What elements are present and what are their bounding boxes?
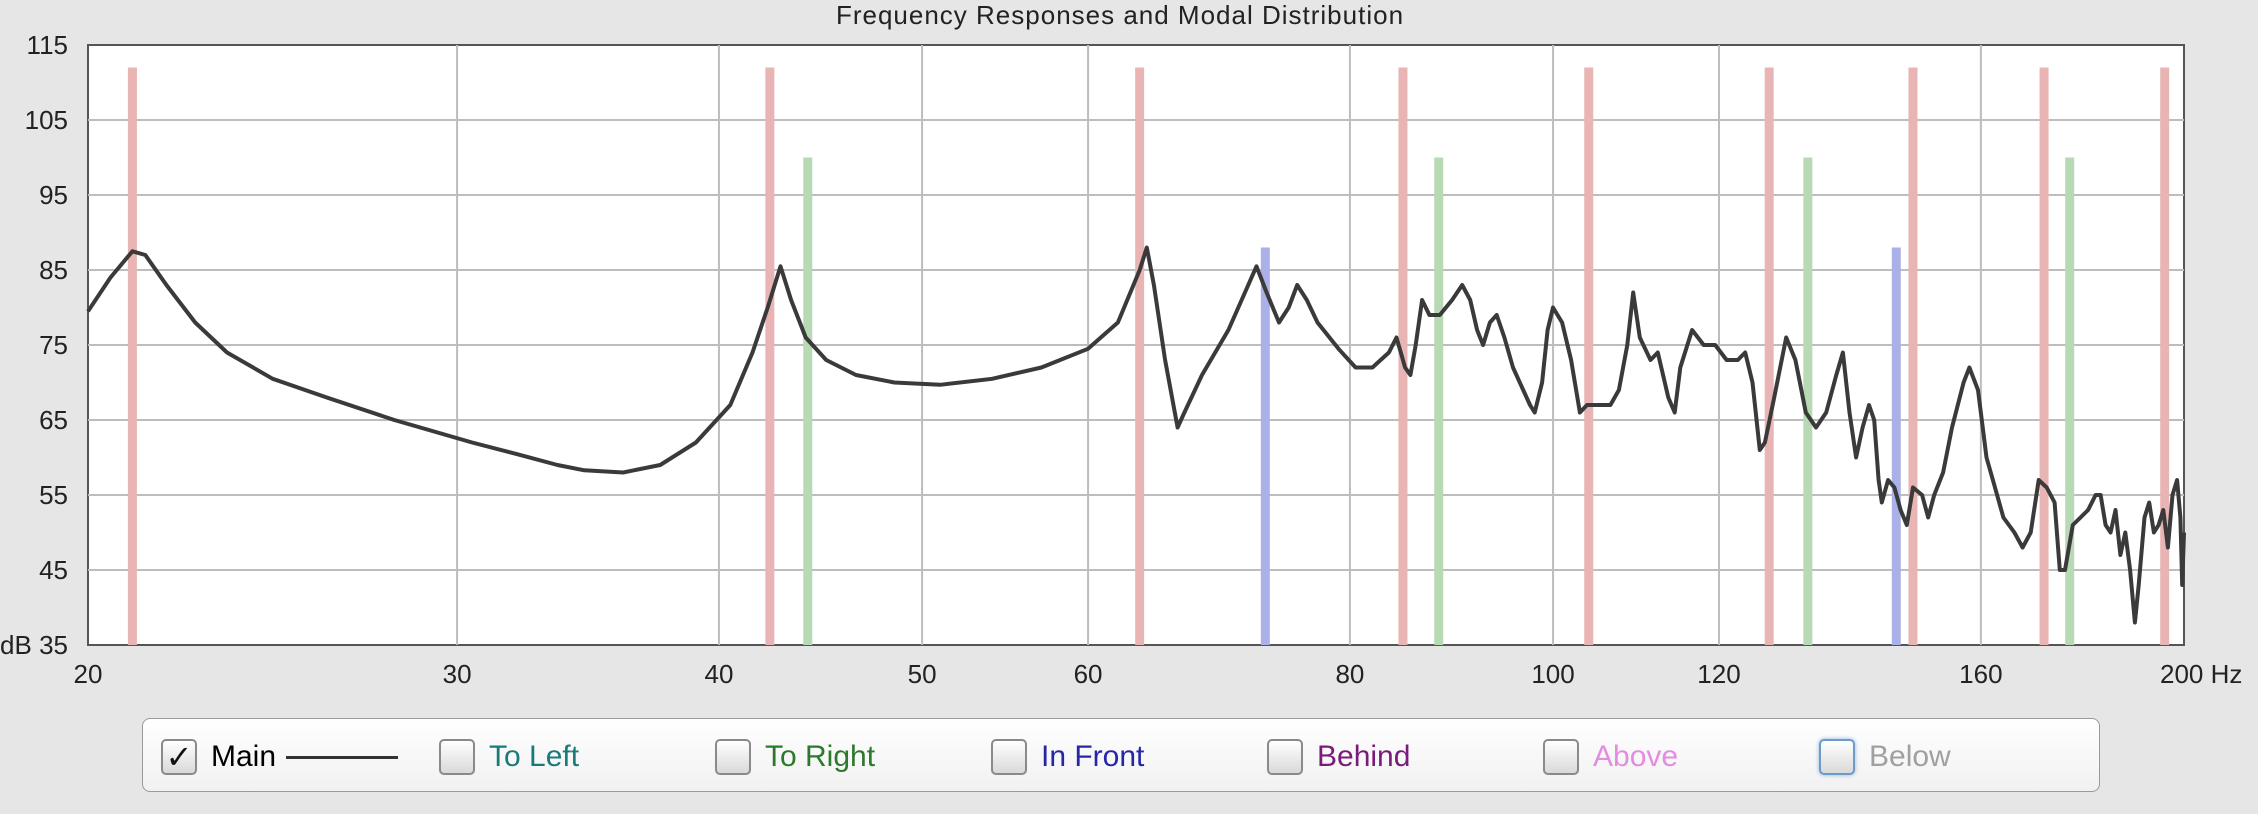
y-tick-label: 105 xyxy=(25,105,68,135)
main-response-line xyxy=(86,245,2186,625)
to-right-checkbox[interactable] xyxy=(715,739,751,775)
legend-label-below: Below xyxy=(1869,740,1951,773)
legend-item-to-left[interactable]: To Left xyxy=(439,737,579,777)
y-axis-ticks: dB 35 45 55 65 75 85 95 105 115 xyxy=(0,30,68,660)
mode-bar-green xyxy=(803,157,813,645)
x-tick-label: 20 xyxy=(74,659,103,689)
legend-item-behind[interactable]: Behind xyxy=(1267,737,1410,777)
legend-label-main: Main xyxy=(211,740,277,773)
y-tick-label: 65 xyxy=(39,405,68,435)
frequency-response-chart: Frequency Responses and Modal Distributi… xyxy=(0,0,2243,689)
below-checkbox[interactable] xyxy=(1819,739,1855,775)
mode-bar-green xyxy=(1434,157,1444,645)
mode-bar-red xyxy=(2160,67,2170,645)
legend-item-below[interactable]: Below xyxy=(1819,737,1951,777)
legend-item-in-front[interactable]: In Front xyxy=(991,737,1144,777)
main-line-swatch xyxy=(286,755,399,759)
check-mark-icon: ✓ xyxy=(165,739,193,775)
y-tick-label: 115 xyxy=(27,30,68,60)
mode-bar-red xyxy=(1584,67,1594,645)
mode-bar-red xyxy=(1135,67,1145,645)
y-tick-label: 55 xyxy=(39,480,68,510)
legend-item-to-right[interactable]: To Right xyxy=(715,737,875,777)
x-tick-label: 160 xyxy=(1959,659,2002,689)
y-tick-label: dB 35 xyxy=(0,630,68,660)
legend-label-above: Above xyxy=(1593,740,1679,773)
chart-title: Frequency Responses and Modal Distributi… xyxy=(836,0,1404,30)
mode-bar-red xyxy=(127,67,137,645)
main-checkbox[interactable]: ✓ xyxy=(161,739,197,775)
legend-label-to-left: To Left xyxy=(489,740,580,773)
legend-label-in-front: In Front xyxy=(1041,740,1145,773)
legend-box: ✓ Main To Left To Right In Front Behind … xyxy=(142,718,2100,792)
x-tick-label: 100 xyxy=(1531,659,1574,689)
y-tick-label: 75 xyxy=(39,330,68,360)
legend-label-behind: Behind xyxy=(1317,740,1411,773)
x-tick-label: 80 xyxy=(1335,659,1364,689)
y-tick-label: 45 xyxy=(39,555,68,585)
behind-checkbox[interactable] xyxy=(1267,739,1303,775)
mode-bar-red xyxy=(2039,67,2049,645)
x-tick-label: 50 xyxy=(908,659,937,689)
mode-bar-red xyxy=(765,67,775,645)
above-checkbox[interactable] xyxy=(1543,739,1579,775)
legend-item-above[interactable]: Above xyxy=(1543,737,1678,777)
mode-bar-blue xyxy=(1260,247,1270,645)
to-left-checkbox[interactable] xyxy=(439,739,475,775)
mode-bar-green xyxy=(2065,157,2075,645)
x-tick-label: 30 xyxy=(443,659,472,689)
x-axis-ticks: 20 30 40 50 60 80 100 120 160 200 Hz xyxy=(74,659,2243,689)
x-tick-label: 120 xyxy=(1697,659,1740,689)
x-tick-label: 200 Hz xyxy=(2160,659,2242,689)
mode-bar-blue xyxy=(1891,247,1901,645)
x-tick-label: 60 xyxy=(1074,659,1103,689)
mode-bar-red xyxy=(1908,67,1918,645)
x-tick-label: 40 xyxy=(704,659,733,689)
y-tick-label: 85 xyxy=(39,255,68,285)
mode-bar-red xyxy=(1764,67,1774,645)
in-front-checkbox[interactable] xyxy=(991,739,1027,775)
mode-bar-green xyxy=(1803,157,1813,645)
legend-label-to-right: To Right xyxy=(765,740,876,773)
y-tick-label: 95 xyxy=(39,180,68,210)
legend-item-main[interactable]: ✓ Main xyxy=(161,737,399,777)
